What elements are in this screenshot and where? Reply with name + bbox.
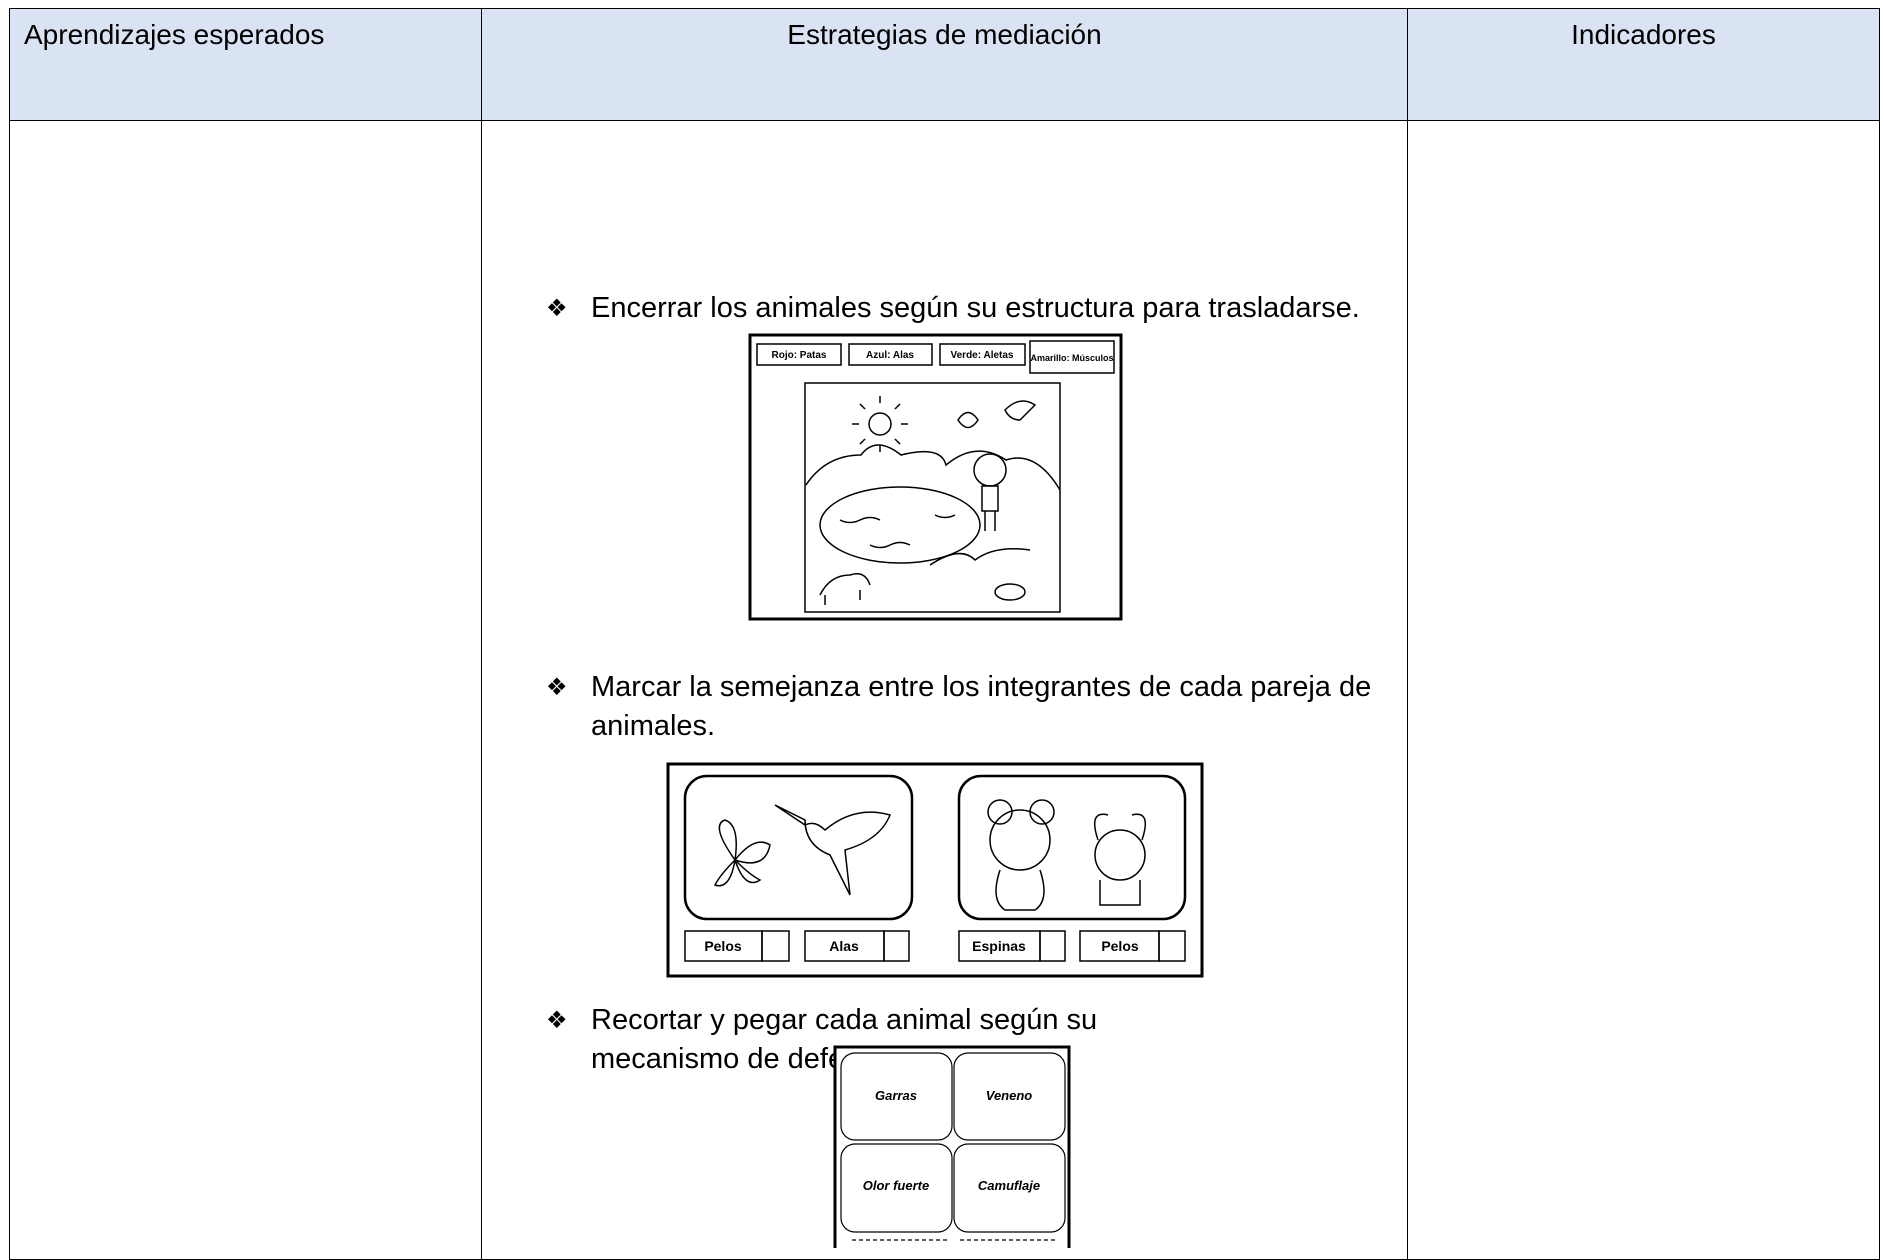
figure-label: Pelos — [1101, 938, 1139, 954]
bullet-icon: ❖ — [546, 674, 568, 701]
figure-label: Veneno — [986, 1088, 1033, 1103]
figure-label: Amarillo: Músculos — [1030, 353, 1113, 363]
bullet-item: ❖ Encerrar los animales según su estructu… — [546, 289, 1391, 328]
figure-label: Espinas — [972, 938, 1026, 954]
figure-frame — [666, 762, 1204, 978]
header-text: Aprendizajes esperados — [24, 19, 325, 50]
figure-label: Garras — [875, 1088, 917, 1103]
label-box — [848, 343, 933, 366]
bullet-icon: ❖ — [546, 295, 568, 322]
bullet-text: Marcar la semejanza entre los integrante… — [591, 671, 1372, 742]
figure-label: Camuflaje — [978, 1178, 1040, 1193]
picture-box — [683, 774, 914, 921]
figure-label: Pelos — [704, 938, 742, 954]
scene-drawing — [805, 396, 1061, 605]
header-cell: Indicadores — [1407, 8, 1880, 121]
header-text: Estrategias de mediación — [787, 19, 1102, 50]
figure-label: Olor fuerte — [863, 1178, 929, 1193]
label-box — [756, 343, 842, 366]
label-box — [939, 343, 1026, 366]
scene-frame — [804, 382, 1061, 613]
picture-drawing — [713, 799, 1147, 911]
picture-box — [957, 774, 1187, 921]
option-box — [684, 930, 1186, 962]
defense-cell — [840, 1052, 1066, 1241]
label-box — [1029, 340, 1115, 374]
figure-label: Verde: Aletas — [951, 350, 1014, 361]
bullet-item: ❖ Marcar la semejanza entre los integrant… — [546, 668, 1391, 746]
header-text: Indicadores — [1571, 19, 1716, 50]
figure-label: Rojo: Patas — [771, 350, 826, 361]
bullet-text: Encerrar los animales según su estructur… — [591, 292, 1360, 324]
figure-label: Alas — [829, 938, 859, 954]
bullet-icon: ❖ — [546, 1007, 568, 1034]
header-cell: Aprendizajes esperados — [9, 8, 482, 121]
figure-label: Azul: Alas — [866, 350, 914, 361]
